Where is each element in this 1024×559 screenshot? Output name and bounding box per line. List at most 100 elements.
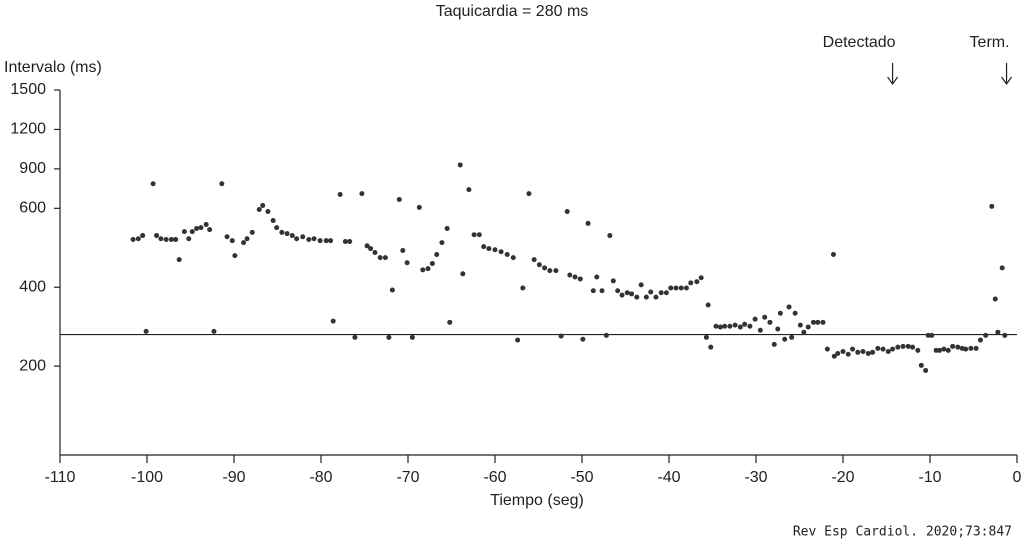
x-axis-label: Tiempo (seg) — [490, 492, 584, 509]
point — [973, 345, 979, 351]
point — [668, 285, 674, 291]
point — [553, 268, 559, 274]
point — [599, 288, 605, 294]
x-tick-label: -90 — [222, 469, 245, 486]
point — [805, 324, 811, 330]
point — [486, 246, 492, 252]
point — [615, 288, 621, 294]
point — [531, 257, 537, 263]
point — [498, 249, 504, 255]
point — [801, 329, 807, 335]
point — [260, 202, 266, 208]
x-tick-label: -40 — [657, 469, 680, 486]
point — [643, 294, 649, 300]
point — [792, 310, 798, 316]
point — [762, 314, 768, 320]
point — [270, 218, 276, 224]
point — [895, 344, 901, 350]
point — [634, 294, 640, 300]
point — [194, 225, 200, 231]
x-tick-label: -30 — [744, 469, 767, 486]
point — [727, 323, 733, 329]
point — [1002, 332, 1008, 338]
point — [925, 332, 931, 338]
point — [885, 349, 891, 355]
point — [404, 260, 410, 266]
point — [547, 268, 553, 274]
point — [752, 316, 758, 322]
point — [705, 302, 711, 308]
point — [789, 334, 795, 340]
point — [855, 349, 861, 355]
annotation-arrowhead — [887, 76, 899, 86]
point — [824, 346, 830, 352]
x-tick-label: -60 — [483, 469, 506, 486]
point — [311, 236, 317, 242]
point — [526, 191, 532, 197]
point — [300, 234, 306, 240]
point — [481, 244, 487, 250]
point — [820, 319, 826, 325]
point — [923, 367, 929, 373]
point — [703, 334, 709, 340]
point — [542, 265, 548, 271]
annotation: Term. — [970, 34, 1010, 51]
point — [352, 334, 358, 340]
point — [830, 251, 836, 257]
point — [698, 275, 704, 281]
point — [732, 322, 738, 328]
point — [510, 255, 516, 261]
point — [168, 236, 174, 242]
point — [933, 347, 939, 353]
point — [564, 208, 570, 214]
point — [186, 236, 192, 242]
point — [831, 353, 837, 359]
x-tick-label: 0 — [1013, 469, 1022, 486]
y-tick-label: 900 — [19, 160, 46, 177]
chart-title: Taquicardia = 280 ms — [436, 3, 589, 20]
point — [603, 332, 609, 338]
point — [629, 291, 635, 297]
point — [241, 240, 247, 246]
point — [624, 290, 630, 296]
point — [875, 345, 881, 351]
point — [219, 181, 225, 187]
point — [648, 289, 654, 295]
point — [372, 250, 378, 256]
point — [737, 324, 743, 330]
point — [653, 294, 659, 300]
point — [567, 272, 573, 278]
point — [176, 257, 182, 263]
point — [918, 362, 924, 368]
point — [775, 326, 781, 332]
point — [777, 310, 783, 316]
point — [900, 343, 906, 349]
point — [232, 253, 238, 259]
point — [558, 333, 564, 339]
x-tick-label: -20 — [831, 469, 854, 486]
point — [619, 292, 625, 298]
point — [130, 236, 136, 242]
point — [330, 318, 336, 324]
point — [279, 229, 285, 235]
point — [306, 236, 312, 242]
point — [747, 323, 753, 329]
point — [880, 346, 886, 352]
annotation-arrowhead — [1001, 76, 1013, 86]
point — [323, 238, 329, 244]
point — [955, 344, 961, 350]
point — [425, 266, 431, 272]
point — [274, 225, 280, 231]
x-tick-label: -80 — [309, 469, 332, 486]
point — [140, 233, 146, 239]
point — [396, 197, 402, 203]
point — [860, 349, 866, 355]
x-tick-label: -70 — [396, 469, 419, 486]
point — [950, 343, 956, 349]
annotation: Detectado — [823, 34, 896, 51]
point — [995, 329, 1001, 335]
y-tick-label: 600 — [19, 200, 46, 217]
point — [572, 274, 578, 280]
point — [386, 334, 392, 340]
